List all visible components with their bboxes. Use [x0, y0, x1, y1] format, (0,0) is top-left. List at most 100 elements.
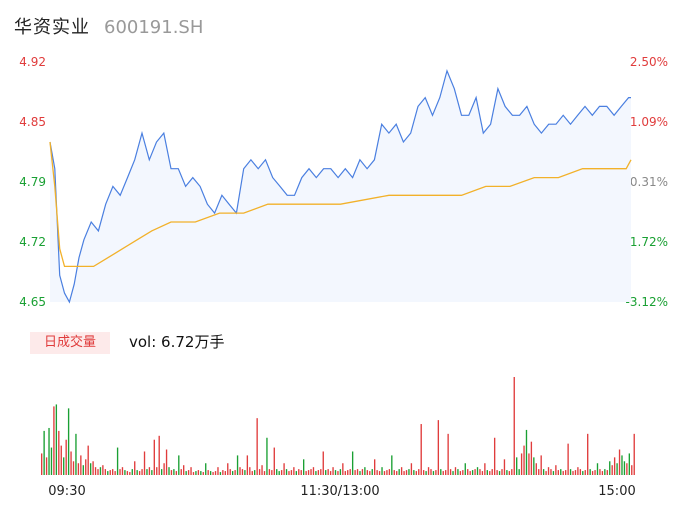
- volume-bar: [606, 470, 608, 475]
- volume-bar: [249, 467, 251, 475]
- volume-bar: [50, 447, 53, 475]
- volume-bar: [562, 471, 564, 475]
- volume-bar: [486, 470, 488, 475]
- volume-bar: [393, 470, 395, 475]
- volume-bar: [398, 469, 400, 475]
- volume-bar: [317, 470, 320, 475]
- volume-bar: [369, 471, 371, 475]
- pct-tick-label: -3.12%: [626, 295, 668, 309]
- volume-bar: [53, 406, 55, 475]
- volume-bar: [217, 467, 219, 475]
- volume-bar: [408, 469, 410, 475]
- volume-bar: [293, 467, 295, 475]
- volume-bar: [207, 470, 209, 475]
- volume-bar: [525, 429, 528, 475]
- volume-bar: [160, 469, 163, 475]
- volume-bar: [613, 457, 616, 475]
- time-tick-label: 15:00: [598, 484, 635, 499]
- volume-bar: [295, 471, 297, 475]
- volume-bar: [403, 471, 405, 475]
- volume-bar: [530, 441, 533, 475]
- volume-bar: [516, 457, 518, 475]
- volume-bar: [452, 471, 454, 475]
- volume-bar: [102, 465, 104, 475]
- volume-bar: [361, 469, 364, 475]
- volume-bar: [256, 418, 258, 475]
- volume-bar: [246, 455, 249, 475]
- volume-bar: [418, 469, 420, 475]
- volume-bar: [469, 471, 471, 475]
- volume-bar: [449, 469, 452, 475]
- volume-bar: [474, 469, 476, 475]
- volume-bar: [555, 465, 557, 475]
- pct-tick-label: 2.50%: [630, 55, 668, 69]
- volume-bar: [278, 471, 280, 475]
- volume-bar: [55, 404, 58, 475]
- volume-bar: [479, 469, 481, 475]
- volume-bar: [582, 471, 584, 475]
- volume-bar: [489, 471, 491, 475]
- volume-bar: [498, 471, 501, 475]
- volume-bar: [552, 471, 555, 475]
- volume-bar: [45, 457, 48, 475]
- volume-bar: [550, 469, 552, 475]
- volume-bar: [173, 469, 175, 475]
- volume-bar: [493, 437, 496, 475]
- volume-value: vol: 6.72万手: [129, 333, 225, 351]
- volume-bar: [209, 471, 212, 475]
- volume-bar: [596, 463, 599, 475]
- volume-bar: [347, 470, 349, 475]
- volume-bar: [459, 471, 462, 475]
- volume-bar: [430, 469, 432, 475]
- volume-bar: [80, 455, 82, 475]
- volume-bar: [77, 463, 80, 475]
- volume-bar: [567, 443, 569, 475]
- volume-bar: [236, 455, 239, 475]
- volume-bar: [190, 467, 192, 475]
- volume-bar: [231, 471, 234, 475]
- volume-bar: [263, 471, 266, 475]
- volume-bar: [604, 469, 606, 475]
- pct-tick-label: -0.31%: [626, 175, 668, 189]
- volume-bar: [72, 461, 75, 475]
- volume-bar: [148, 467, 151, 475]
- volume-bar: [381, 467, 383, 475]
- volume-bar: [618, 449, 621, 475]
- volume-bar: [476, 467, 479, 475]
- volume-badge[interactable]: 日成交量: [30, 332, 110, 354]
- volume-bar: [491, 469, 493, 475]
- volume-bar: [520, 453, 523, 475]
- volume-bar: [67, 408, 70, 475]
- volume-bar: [325, 470, 327, 475]
- price-line: [49, 69, 631, 304]
- volume-bar: [146, 469, 148, 475]
- volume-bar: [457, 469, 459, 475]
- volume-bar: [547, 467, 550, 475]
- volume-bar: [224, 471, 226, 475]
- volume-bar: [349, 469, 351, 475]
- volume-bar: [180, 469, 182, 475]
- volume-bar: [484, 463, 486, 475]
- volume-bar: [366, 470, 369, 475]
- volume-bar: [542, 469, 545, 475]
- volume-bar: [503, 459, 506, 475]
- volume-bar: [523, 445, 525, 475]
- volume-bar: [320, 469, 322, 475]
- volume-bar: [633, 433, 635, 475]
- volume-bar: [227, 463, 229, 475]
- volume-bar: [579, 469, 582, 475]
- volume-bar: [285, 469, 288, 475]
- volume-bar: [533, 457, 535, 475]
- volume-bar: [511, 469, 513, 475]
- volume-bar: [219, 472, 222, 475]
- volume-bar: [43, 430, 45, 475]
- price-tick-label: 4.72: [19, 235, 46, 249]
- volume-bar: [195, 471, 197, 475]
- volume-bar: [584, 470, 586, 475]
- volume-bar: [560, 469, 562, 475]
- volume-bar: [48, 427, 50, 475]
- volume-bar: [202, 472, 204, 475]
- volume-bar: [591, 471, 594, 475]
- volume-bar: [400, 467, 403, 475]
- volume-bar: [383, 471, 386, 475]
